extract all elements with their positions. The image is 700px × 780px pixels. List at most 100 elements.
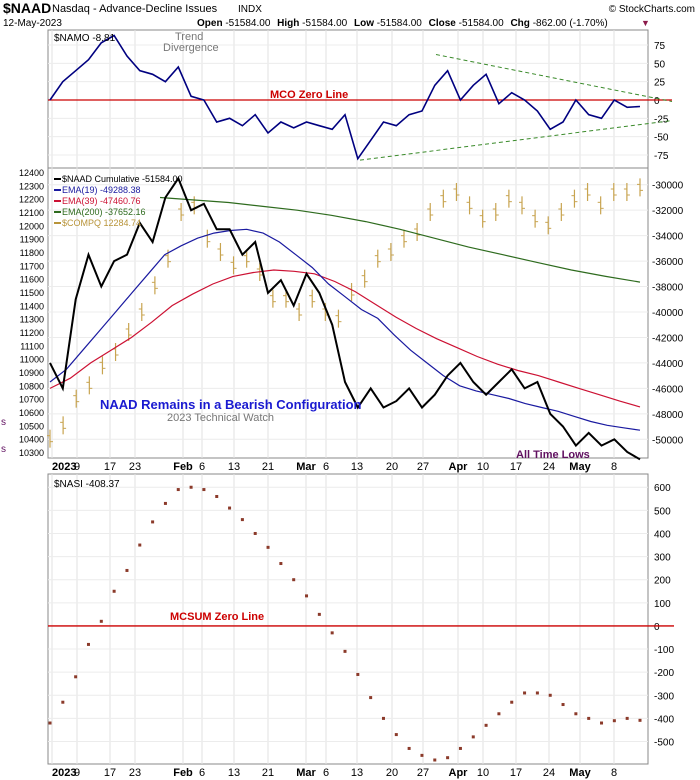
x-tick-label: 13 bbox=[228, 461, 240, 473]
ema39-line bbox=[49, 269, 641, 408]
x-tick-label: 21 bbox=[262, 461, 274, 473]
namo-y-tick: 25 bbox=[654, 78, 666, 89]
nasi-point bbox=[356, 672, 360, 676]
compq-y-tick: 11000 bbox=[20, 355, 44, 365]
x-tick-label: May bbox=[569, 461, 591, 473]
naad-y-tick: -30000 bbox=[652, 181, 684, 192]
nasi-point bbox=[484, 723, 488, 727]
nasi-y-tick: -500 bbox=[654, 738, 674, 749]
compq-y-tick: 10900 bbox=[19, 368, 44, 378]
nasi-point bbox=[61, 700, 65, 704]
x-tick-label: 2023 bbox=[52, 461, 76, 473]
nasi-point bbox=[86, 642, 90, 646]
x-tick-label: 20 bbox=[386, 461, 398, 473]
naad-y-tick: -42000 bbox=[652, 333, 684, 344]
namo-y-tick: 50 bbox=[654, 59, 666, 70]
ohlc-text: Open -51584.00 High -51584.00 Low -51584… bbox=[197, 18, 608, 29]
nasi-point bbox=[112, 589, 116, 593]
nasi-point bbox=[215, 494, 219, 498]
panel3-frame bbox=[47, 473, 649, 765]
nasi-point bbox=[394, 733, 398, 737]
quote-date: 12-May-2023 bbox=[3, 18, 62, 29]
trend-annotation-1: Trend bbox=[175, 31, 203, 43]
nasi-point bbox=[176, 488, 180, 492]
nasi-point bbox=[279, 562, 283, 566]
down-arrow-icon: ▼ bbox=[641, 18, 650, 28]
nasi-point bbox=[381, 716, 385, 720]
nasi-point bbox=[240, 518, 244, 522]
nasi-point bbox=[228, 506, 232, 510]
naad-line bbox=[49, 176, 641, 461]
nasi-y-tick: -100 bbox=[654, 645, 674, 656]
legend-entry: EMA(39) -47460.76 bbox=[62, 196, 141, 206]
nasi-point bbox=[266, 545, 270, 549]
legend-entry: EMA(19) -49288.38 bbox=[62, 185, 141, 195]
ema19-line bbox=[49, 228, 641, 431]
namo-line bbox=[49, 34, 641, 161]
x-tick-label-bottom: 6 bbox=[199, 767, 205, 779]
nasi-point bbox=[343, 649, 347, 653]
naad-y-tick: -32000 bbox=[652, 206, 684, 217]
x-tick-label-bottom: Mar bbox=[296, 767, 316, 779]
x-tick-label-bottom: 17 bbox=[104, 767, 116, 779]
x-tick-label: 23 bbox=[129, 461, 141, 473]
x-tick-label-bottom: 20 bbox=[386, 767, 398, 779]
nasi-point bbox=[317, 612, 321, 616]
compq-y-tick: 10500 bbox=[19, 421, 44, 431]
nasi-point bbox=[523, 691, 527, 695]
x-tick-label-bottom: 2023 bbox=[52, 767, 76, 779]
nasi-y-tick: 100 bbox=[654, 599, 671, 610]
nasi-point bbox=[612, 719, 616, 723]
x-tick-label-bottom: 17 bbox=[510, 767, 522, 779]
x-tick-label-bottom: 27 bbox=[417, 767, 429, 779]
nasi-point bbox=[600, 721, 604, 725]
symbol-title: $NAAD bbox=[3, 0, 51, 16]
nasi-y-tick: -400 bbox=[654, 714, 674, 725]
nasi-y-tick: 300 bbox=[654, 553, 671, 564]
nasi-point bbox=[638, 718, 642, 722]
symbol-exchange: INDX bbox=[238, 4, 262, 15]
nasi-point bbox=[587, 716, 591, 720]
nasi-point bbox=[202, 488, 206, 492]
compq-y-tick: 10600 bbox=[19, 408, 44, 418]
ema200-line bbox=[159, 196, 641, 283]
namo-y-tick: -25 bbox=[654, 114, 669, 125]
nasi-legend: $NASI -408.37 bbox=[54, 479, 120, 490]
nasi-point bbox=[189, 485, 193, 489]
nasi-point bbox=[561, 703, 565, 707]
compq-y-tick: 11600 bbox=[20, 275, 44, 285]
legend-entry: $NAAD Cumulative -51584.00 bbox=[62, 174, 183, 184]
x-tick-label: Feb bbox=[173, 461, 193, 473]
x-tick-label: 6 bbox=[199, 461, 205, 473]
compq-y-tick: 11500 bbox=[20, 288, 44, 298]
x-tick-label-bottom: 6 bbox=[323, 767, 329, 779]
nasi-point bbox=[420, 753, 424, 757]
nasi-point bbox=[510, 700, 514, 704]
naad-y-tick: -36000 bbox=[652, 257, 684, 268]
nasi-point bbox=[497, 712, 501, 716]
compq-y-tick: 12300 bbox=[19, 181, 44, 191]
naad-y-tick: -38000 bbox=[652, 283, 684, 294]
nasi-point bbox=[548, 693, 552, 697]
compq-y-tick: 11400 bbox=[20, 301, 44, 311]
nasi-point bbox=[151, 520, 155, 524]
all-time-lows-annotation: All Time Lows bbox=[516, 449, 590, 461]
compq-y-tick: 12200 bbox=[19, 195, 44, 205]
nasi-point bbox=[253, 531, 257, 535]
nasi-point bbox=[74, 675, 78, 679]
nasi-point bbox=[292, 578, 296, 582]
nasi-point bbox=[125, 568, 129, 572]
nasi-point bbox=[574, 712, 578, 716]
nasi-y-tick: 500 bbox=[654, 506, 671, 517]
x-tick-label: Mar bbox=[296, 461, 316, 473]
nasi-y-tick: 600 bbox=[654, 483, 671, 494]
nasi-y-tick: 200 bbox=[654, 576, 671, 587]
compq-y-tick: 12100 bbox=[19, 208, 44, 218]
nasi-point bbox=[48, 721, 52, 725]
x-tick-label-bottom: 9 bbox=[74, 767, 80, 779]
nasi-point bbox=[163, 501, 167, 505]
x-tick-label: 24 bbox=[543, 461, 555, 473]
compq-y-tick: 10700 bbox=[19, 395, 44, 405]
